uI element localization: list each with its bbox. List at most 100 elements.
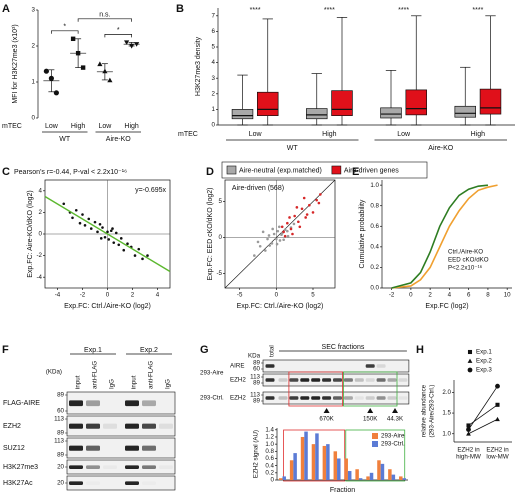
data-point — [297, 220, 300, 224]
blot-band — [311, 396, 321, 400]
legend-frame — [221, 161, 428, 179]
chart-title: Aire-driven (568) — [232, 185, 284, 192]
x-tick-label: 2 — [428, 292, 432, 299]
panel-label: A — [2, 3, 10, 15]
data-point — [495, 383, 500, 389]
data-point — [291, 232, 294, 236]
x-tick-label: -5 — [237, 292, 243, 299]
y-tick-label: 0.6 — [265, 455, 274, 462]
bar — [391, 474, 396, 480]
blot-band — [103, 423, 117, 429]
data-point — [319, 193, 322, 196]
blot-band — [142, 465, 156, 469]
data-point — [112, 241, 116, 244]
y-axis-label: Cumulative probability — [359, 199, 366, 268]
panel-label: E — [352, 166, 359, 178]
data-point — [315, 198, 318, 202]
data-point — [256, 240, 260, 244]
data-point — [275, 242, 279, 246]
blot-band — [365, 364, 375, 368]
data-point — [62, 202, 66, 206]
x-tick-label: high-MW — [456, 454, 481, 461]
y-tick-label: 6 — [212, 28, 216, 35]
y-tick-label: 0 — [219, 234, 223, 241]
data-point — [280, 233, 283, 237]
significance-label: **** — [472, 7, 483, 14]
data-point — [117, 243, 121, 247]
legend-marker — [467, 349, 473, 355]
size-marker: 89 — [57, 392, 64, 399]
legend-label: Exp.1 — [476, 349, 492, 356]
bar — [289, 460, 294, 480]
data-point — [81, 213, 84, 216]
x-tick-label: High — [124, 123, 139, 130]
data-point — [261, 230, 265, 234]
blot-band — [387, 378, 397, 382]
bar — [333, 451, 338, 480]
lane-label: input — [131, 375, 138, 389]
fit-line — [44, 195, 171, 273]
x-tick-label: 4 — [156, 292, 160, 299]
y-axis-label: H3K27me3 density — [195, 36, 202, 96]
y-tick-label: 2 — [32, 43, 36, 50]
blot-row — [262, 359, 410, 373]
data-point — [119, 237, 123, 240]
data-point — [107, 77, 113, 83]
x-tick-label: 10 — [504, 292, 511, 299]
data-point — [264, 249, 267, 252]
x-tick-label: -2 — [389, 292, 395, 299]
data-point — [283, 234, 287, 238]
data-point — [267, 234, 271, 237]
bar — [402, 478, 407, 480]
significance-bracket — [77, 18, 132, 22]
data-point — [286, 234, 290, 238]
legend-label: Ctrl./Aire-KO — [448, 249, 483, 256]
x-tick-label: High — [71, 123, 86, 130]
x-tick-label: 2 — [131, 292, 135, 299]
lane-label: IgG — [165, 379, 172, 389]
significance-bracket — [104, 34, 132, 38]
x-tick-label: 4 — [448, 292, 452, 299]
data-point — [268, 244, 272, 247]
blot-band — [300, 396, 310, 400]
data-point — [292, 222, 296, 226]
data-point — [308, 203, 311, 207]
row-label: SUZ12 — [3, 445, 25, 452]
bar — [369, 472, 374, 480]
bar — [282, 476, 286, 480]
data-point — [282, 238, 285, 242]
x-axis-label: Exp.FC (log2) — [425, 303, 468, 310]
y-tick-label: 1.0 — [265, 441, 274, 448]
data-point — [317, 201, 321, 205]
y-tick-label: 0.4 — [265, 462, 274, 469]
bar — [366, 476, 370, 480]
legend-marker — [467, 358, 473, 363]
blot-band — [278, 378, 288, 382]
y-axis-label: relative abundance — [421, 384, 428, 437]
data-point — [276, 229, 280, 233]
blot-band — [376, 364, 386, 368]
legend-label: 293-Ctrl. — [381, 441, 405, 448]
y-tick-label: 0 — [212, 122, 216, 129]
x-tick-label: High — [471, 131, 486, 138]
group-label: WT — [59, 136, 71, 143]
group-label: Aire-KO — [428, 145, 453, 152]
size-label: 44.3K — [387, 416, 404, 423]
data-point — [74, 208, 78, 212]
bar — [293, 453, 297, 480]
data-point — [99, 237, 103, 240]
blot-band — [333, 378, 342, 382]
data-point — [141, 257, 144, 261]
y-tick-label: 4 — [39, 187, 43, 194]
group-label: Aire-KO — [106, 136, 131, 143]
series-line — [468, 385, 498, 430]
series-line — [391, 184, 498, 289]
box — [405, 89, 427, 116]
unit-label: (KDa) — [46, 369, 62, 376]
y-tick-label: -4 — [36, 274, 42, 281]
legend-label: 293-Aire — [381, 433, 405, 440]
y-axis-label: Exp.FC: Aire-KO/dKO (log2) — [27, 190, 34, 278]
data-point — [87, 217, 91, 221]
bar — [355, 469, 359, 480]
group-label: WT — [287, 145, 299, 152]
